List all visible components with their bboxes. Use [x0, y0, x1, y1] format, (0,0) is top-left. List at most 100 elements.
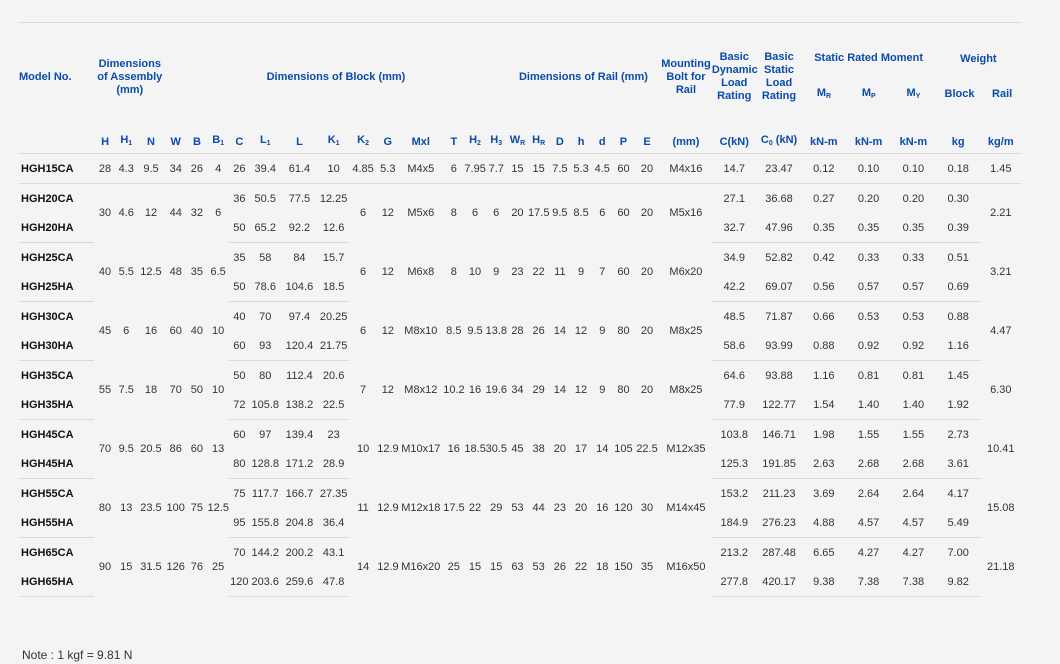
- block-t-cell: 10.2: [443, 384, 465, 396]
- block-k2-cell: 10: [356, 443, 370, 455]
- rail-dim-cell: 18: [596, 561, 609, 573]
- block-k1-cell: 10: [318, 153, 349, 184]
- block-mxl-cell: M8x10: [404, 325, 438, 337]
- header-my: MY: [906, 86, 921, 100]
- subheader-cell: E: [643, 135, 651, 148]
- block-l-cell: 104.6: [280, 272, 319, 302]
- block-g-cell: 12.9: [377, 443, 399, 455]
- static-load-cell: 420.17: [756, 567, 802, 597]
- model-no-cell: HGH35HA: [19, 390, 95, 420]
- subheader-cell: Mxl: [411, 135, 430, 148]
- table-row: HGH20HA 50 65.2 92.2 12.6 32.7 47.96 0.35 0.35 0.…: [19, 213, 1021, 243]
- rail-dim-cell: 53: [532, 561, 545, 573]
- subheader-cell: C(kN): [719, 135, 749, 148]
- block-dim-cell: 76: [190, 561, 204, 573]
- moment-my-cell: 0.92: [890, 331, 936, 361]
- rail-dim-cell: 11: [554, 266, 566, 278]
- static-load-cell: 52.82: [765, 251, 793, 264]
- assembly-cell: 90: [98, 561, 112, 573]
- block-mxl-cell: M4x5: [398, 153, 444, 184]
- spec-table-container: Model No. Dimensions of Assembly (mm) Di…: [19, 22, 1021, 597]
- static-load-cell: 122.77: [756, 390, 802, 420]
- table-row: HGH30CA 45 6 16 60 40 10 40 70 97.4 20.25 6 12 M8x10 8…: [19, 302, 1021, 338]
- block-weight-cell: 7.00: [947, 546, 969, 559]
- block-mxl-cell: M8x12: [404, 384, 438, 396]
- subheader-blank: [19, 131, 94, 154]
- header-model-no: Model No.: [19, 22, 95, 131]
- block-dim-cell: 70: [169, 384, 182, 396]
- block-t-cell: 17.5: [443, 502, 465, 514]
- block-k2-cell: 11: [357, 502, 369, 514]
- assembly-cell: 55: [98, 384, 112, 396]
- rail-dim-cell: 34: [511, 384, 524, 396]
- block-h3-cell: 7.7: [485, 153, 507, 184]
- rail-dim-cell: 44: [532, 502, 545, 514]
- rail-dim-cell: 45: [511, 443, 524, 455]
- block-h2-cell: 16: [468, 384, 482, 396]
- subheader-cell: C: [235, 135, 244, 148]
- assembly-cell: 18: [144, 384, 158, 396]
- block-k2-cell: 6: [360, 325, 367, 337]
- block-l1-cell: 144.2: [251, 546, 280, 559]
- block-k1-cell: 12.25: [319, 192, 348, 205]
- subheader-cell: C0 (kN): [760, 134, 798, 147]
- moment-mr-cell: 0.56: [801, 272, 847, 302]
- rail-weight-cell: 15.08: [987, 502, 1015, 514]
- header-static-moment-label: Static Rated Moment: [814, 51, 923, 64]
- block-k1-cell: 20.25: [319, 310, 348, 323]
- block-l1-cell: 80: [259, 369, 272, 382]
- block-l1-cell: 39.4: [249, 153, 281, 184]
- subheader-cell: kg/m: [987, 135, 1014, 148]
- rail-dim-cell: 60: [617, 207, 630, 220]
- rail-dim-cell: 9: [577, 266, 585, 278]
- static-load-cell: 287.48: [762, 546, 796, 559]
- moment-mp-cell: 1.40: [846, 390, 891, 420]
- block-k1-cell: 28.9: [318, 449, 349, 479]
- assembly-cell: 12.5: [140, 266, 162, 278]
- rail-dim-cell: 20: [640, 266, 654, 278]
- block-weight-cell: 1.45: [947, 369, 969, 382]
- moment-my-cell: 1.40: [890, 390, 936, 420]
- dynamic-load-cell: 42.2: [711, 272, 757, 302]
- block-k1-cell: 36.4: [318, 508, 349, 538]
- model-no-cell: HGH30CA: [21, 310, 74, 323]
- static-load-cell: 146.71: [762, 428, 796, 441]
- moment-my-cell: 1.55: [902, 428, 925, 441]
- dynamic-load-cell: 27.1: [723, 192, 745, 205]
- block-t-cell: 16: [447, 443, 460, 455]
- table-header: Model No. Dimensions of Assembly (mm) Di…: [19, 22, 1021, 154]
- block-dim-cell: 10: [212, 325, 225, 337]
- model-no-cell: HGH15CA: [19, 153, 95, 184]
- block-c-cell: 40: [233, 310, 246, 323]
- table-row: HGH25CA 40 5.5 12.5 48 35 6.5 35 58 84 15.7 6 12 M6x8…: [19, 243, 1021, 279]
- rail-weight-cell: 1.45: [980, 153, 1021, 184]
- table-row: HGH35HA 72 105.8 138.2 22.5 77.9 122.77 1.54 1.4…: [19, 390, 1021, 420]
- moment-mp-cell: 4.57: [846, 508, 891, 538]
- subheader-cell: WR: [509, 134, 526, 147]
- block-t-cell: 8: [450, 266, 457, 278]
- rail-dim-cell: 7: [599, 266, 606, 278]
- moment-my-cell: 0.53: [902, 310, 925, 323]
- moment-mr-cell: 0.66: [813, 310, 835, 323]
- moment-my-cell: 0.81: [902, 369, 925, 382]
- block-c-cell: 26: [228, 153, 250, 184]
- model-no-cell: HGH20CA: [21, 192, 74, 205]
- assembly-cell: 15: [120, 561, 133, 573]
- mounting-bolt-cell: M4x16: [660, 153, 712, 184]
- model-no-cell: HGH65CA: [21, 546, 74, 559]
- block-weight-cell: 0.18: [935, 153, 981, 184]
- table-row: HGH30HA 60 93 120.4 21.75 58.6 93.99 0.88 0.92 0.…: [19, 331, 1021, 361]
- block-k2-cell: 6: [360, 207, 367, 220]
- subheader-cell: N: [147, 135, 155, 148]
- block-t-cell: 25: [447, 561, 460, 573]
- subheader-cell: H1: [120, 134, 133, 147]
- block-t-cell: 8.5: [446, 325, 462, 337]
- rail-dim-cell: 35: [640, 561, 654, 573]
- rail-dim-cell: 7.5: [549, 153, 571, 184]
- static-load-cell: 36.68: [765, 192, 793, 205]
- moment-mr-cell: 0.12: [801, 153, 847, 184]
- dynamic-load-cell: 58.6: [711, 331, 757, 361]
- block-dim-cell: 12.5: [207, 502, 229, 514]
- model-no-cell: HGH30HA: [19, 331, 95, 361]
